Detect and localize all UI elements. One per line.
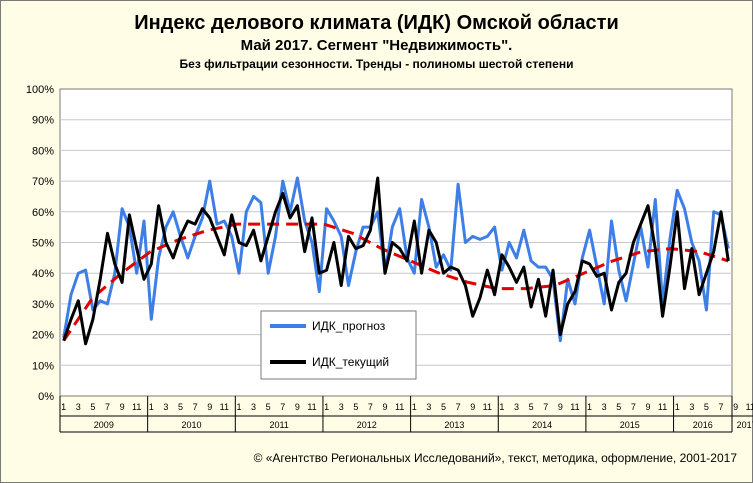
x-tick-label: 7: [280, 402, 285, 412]
x-tick-label: 7: [631, 402, 636, 412]
x-tick-label: 7: [105, 402, 110, 412]
x-tick-label: 7: [368, 402, 373, 412]
series-forecast-line: [62, 176, 730, 343]
x-tick-label: 5: [90, 402, 95, 412]
year-label: 2010: [181, 420, 201, 430]
x-tick-label: 1: [324, 402, 329, 412]
chart-subtitle: Май 2017. Сегмент "Недвижимость".: [240, 37, 513, 54]
x-tick-label: 1: [499, 402, 504, 412]
x-tick-label: 1: [236, 402, 241, 412]
year-label: 2012: [357, 420, 377, 430]
series-current-line: [62, 176, 730, 346]
x-tick-label: 3: [163, 402, 168, 412]
y-tick-label: 30%: [32, 299, 54, 311]
x-tick-label: 3: [426, 402, 431, 412]
copyright-footer: © «Агентство Региональных Исследований»,…: [253, 451, 737, 465]
trend-line: [62, 222, 729, 342]
x-tick-label: 9: [645, 402, 650, 412]
x-tick-label: 1: [412, 402, 417, 412]
x-tick-label: 7: [456, 402, 461, 412]
x-tick-label: 9: [295, 402, 300, 412]
x-tick-label: 5: [616, 402, 621, 412]
x-tick-label: 11: [570, 402, 579, 412]
x-tick-label: 7: [719, 402, 724, 412]
y-tick-label: 40%: [32, 268, 54, 280]
x-tick-label: 11: [395, 402, 404, 412]
x-tick-label: 11: [658, 402, 667, 412]
x-tick-label: 5: [266, 402, 271, 412]
legend-box: [260, 310, 417, 380]
chart-subtitle-2: Без фильтрации сезонности. Тренды - поли…: [179, 57, 574, 71]
x-tick-label: 5: [353, 402, 358, 412]
y-tick-label: 80%: [32, 145, 54, 157]
x-tick-label: 1: [149, 402, 154, 412]
x-tick-label: 11: [483, 402, 492, 412]
x-tick-label: 11: [307, 402, 316, 412]
y-tick-label: 70%: [32, 176, 54, 188]
x-tick-label: 3: [514, 402, 519, 412]
x-tick-label: 9: [470, 402, 475, 412]
x-tick-label: 7: [543, 402, 548, 412]
x-tick-label: 5: [529, 402, 534, 412]
legend: ИДК_прогноз ИДК_текущий: [260, 310, 417, 380]
year-label: 2014: [532, 420, 552, 430]
y-tick-label: 90%: [32, 115, 54, 127]
year-label: 2013: [444, 420, 464, 430]
x-tick-label: 5: [178, 402, 183, 412]
x-tick-label: 3: [602, 402, 607, 412]
x-tick-label: 1: [675, 402, 680, 412]
y-axis: 0% 10% 20% 30% 40% 50% 60% 70% 80% 90% 100%: [26, 84, 54, 403]
x-tick-label: 3: [339, 402, 344, 412]
year-label: 2016: [693, 420, 713, 430]
x-tick-label: 9: [120, 402, 125, 412]
y-tick-label: 50%: [32, 238, 54, 250]
series-lines: [62, 176, 730, 346]
y-tick-label: 0%: [38, 391, 54, 403]
year-label: 2011: [269, 420, 288, 430]
x-tick-label: 3: [251, 402, 256, 412]
y-tick-label: 60%: [32, 207, 54, 219]
x-tick-label: 7: [193, 402, 198, 412]
x-tick-label: 5: [704, 402, 709, 412]
year-label: 2009: [94, 420, 114, 430]
legend-label-current: ИДК_текущий: [312, 355, 389, 369]
legend-label-forecast: ИДК_прогноз: [312, 319, 386, 333]
x-tick-label: 3: [76, 402, 81, 412]
x-tick-label: 11: [220, 402, 229, 412]
x-tick-label: 3: [689, 402, 694, 412]
y-tick-label: 100%: [26, 84, 54, 96]
y-tick-label: 20%: [32, 330, 54, 342]
year-label: 2017: [737, 420, 753, 430]
x-tick-label: 11: [132, 402, 141, 412]
x-tick-label: 11: [746, 402, 753, 412]
x-tick-label: 1: [587, 402, 592, 412]
year-label: 2015: [620, 420, 640, 430]
y-tick-label: 10%: [32, 360, 54, 372]
x-tick-label: 9: [383, 402, 388, 412]
chart-title: Индекс делового климата (ИДК) Омской обл…: [134, 12, 619, 34]
x-tick-label: 9: [207, 402, 212, 412]
x-tick-label: 9: [733, 402, 738, 412]
x-tick-label: 5: [441, 402, 446, 412]
x-tick-label: 1: [61, 402, 66, 412]
x-tick-label: 9: [558, 402, 563, 412]
